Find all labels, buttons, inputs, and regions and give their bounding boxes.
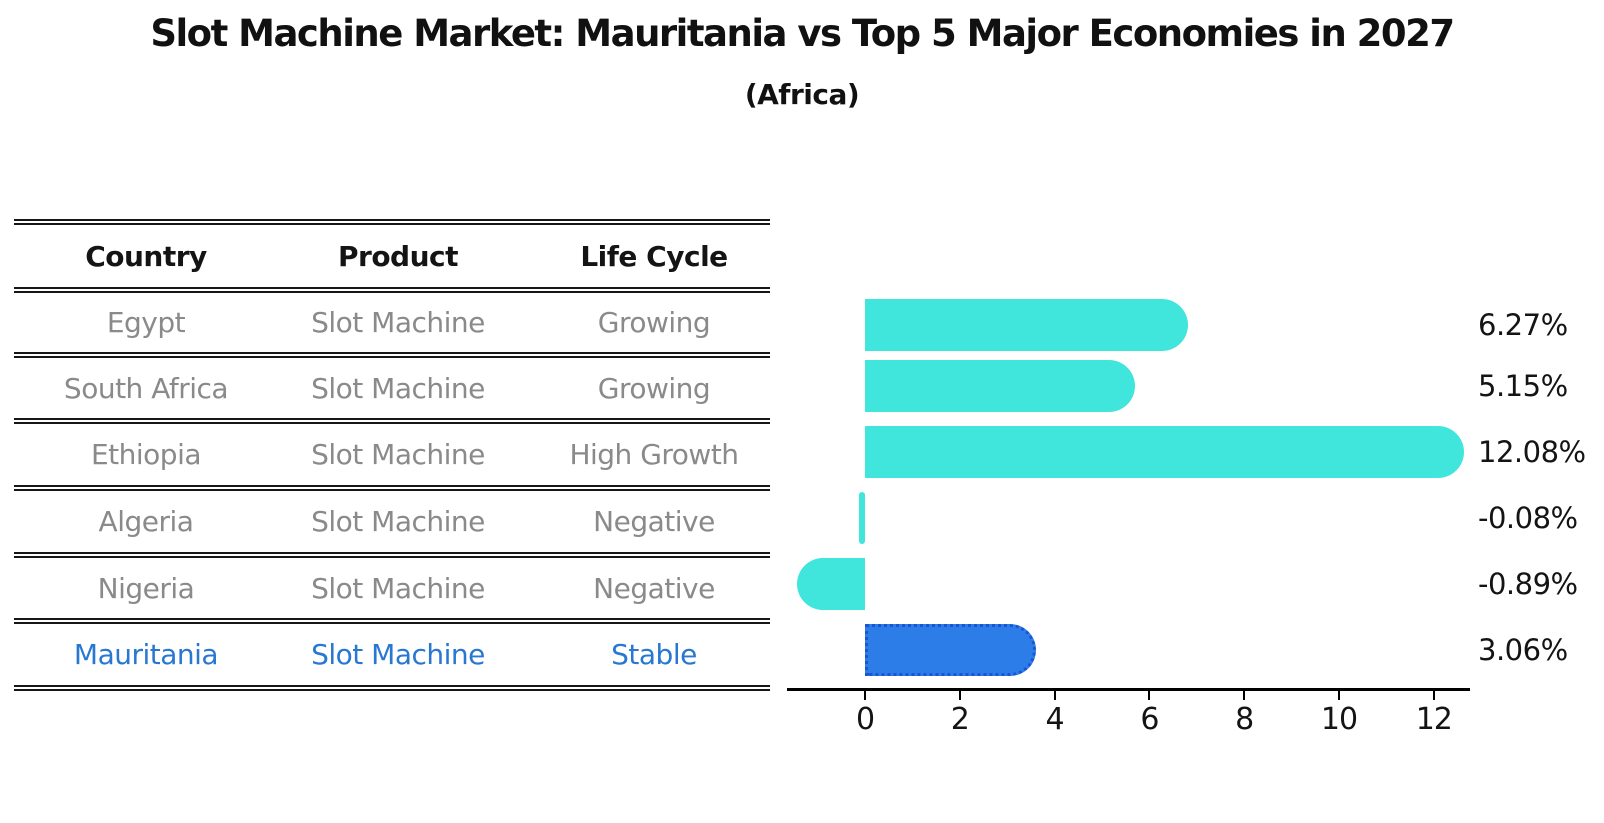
table-rule xyxy=(14,418,770,424)
x-tick-mark xyxy=(1338,691,1340,700)
table-cell-nigeria-country: Nigeria xyxy=(97,571,195,605)
x-tick-label: 2 xyxy=(950,702,970,737)
x-tick-mark xyxy=(1053,691,1056,700)
table-cell-ethiopia-product: Slot Machine xyxy=(311,438,485,471)
table-cell-south-africa-life_cycle: Growing xyxy=(597,371,711,405)
x-axis-line xyxy=(787,688,1470,691)
chart-subtitle: (Africa) xyxy=(744,78,860,111)
table-cell-nigeria-life_cycle: Negative xyxy=(593,571,715,605)
table-cell-egypt-country: Egypt xyxy=(106,306,186,339)
column-header-product: Product xyxy=(337,239,459,273)
table-cell-mauritania-product: Slot Machine xyxy=(311,638,485,671)
table-cell-egypt-product: Slot Machine xyxy=(311,306,485,339)
x-tick-label: 12 xyxy=(1415,702,1453,737)
x-tick-label: 6 xyxy=(1140,702,1159,737)
x-tick-label: 4 xyxy=(1045,702,1065,737)
table-cell-ethiopia-life_cycle: High Growth xyxy=(569,438,739,471)
table-cell-nigeria-product: Slot Machine xyxy=(311,571,485,605)
column-header-life_cycle: Life Cycle xyxy=(580,239,728,273)
column-header-country: Country xyxy=(85,239,207,273)
x-tick-mark xyxy=(958,691,961,700)
bar-value-label: 3.06% xyxy=(1478,633,1568,667)
x-tick-mark xyxy=(864,691,866,700)
table-cell-algeria-country: Algeria xyxy=(98,505,194,538)
table-rule xyxy=(14,485,770,491)
x-tick-mark xyxy=(1432,691,1435,700)
bar-algeria xyxy=(859,492,865,544)
table-cell-south-africa-country: South Africa xyxy=(63,371,229,405)
bar-nigeria xyxy=(796,558,865,610)
table-rule xyxy=(14,618,770,624)
bar-ethiopia xyxy=(865,426,1464,478)
table-rule xyxy=(14,219,770,225)
table-rule xyxy=(14,287,770,293)
table-cell-mauritania-life_cycle: Stable xyxy=(611,638,697,671)
x-tick-label: 10 xyxy=(1320,702,1358,737)
bar-value-label: -0.89% xyxy=(1478,567,1578,601)
table-rule xyxy=(14,685,770,691)
bar-value-label: 12.08% xyxy=(1478,435,1586,469)
table-cell-algeria-product: Slot Machine xyxy=(311,505,485,538)
bar-south-africa xyxy=(865,360,1136,412)
x-tick-mark xyxy=(1243,691,1246,700)
table-rule xyxy=(14,552,770,558)
table-cell-mauritania-country: Mauritania xyxy=(73,638,219,671)
bar-mauritania xyxy=(865,624,1037,676)
bar-value-label: 6.27% xyxy=(1478,308,1568,342)
bar-egypt xyxy=(865,299,1189,351)
table-cell-south-africa-product: Slot Machine xyxy=(311,371,485,405)
x-tick-mark xyxy=(1148,691,1151,700)
x-tick-label: 8 xyxy=(1235,702,1254,737)
bar-value-label: -0.08% xyxy=(1478,501,1578,535)
x-tick-label: 0 xyxy=(855,702,875,737)
table-cell-ethiopia-country: Ethiopia xyxy=(90,438,202,471)
bar-value-label: 5.15% xyxy=(1478,369,1568,403)
table-cell-algeria-life_cycle: Negative xyxy=(593,505,715,538)
table-cell-egypt-life_cycle: Growing xyxy=(597,306,711,339)
table-rule xyxy=(14,352,770,358)
chart-title: Slot Machine Market: Mauritania vs Top 5… xyxy=(150,12,1455,55)
